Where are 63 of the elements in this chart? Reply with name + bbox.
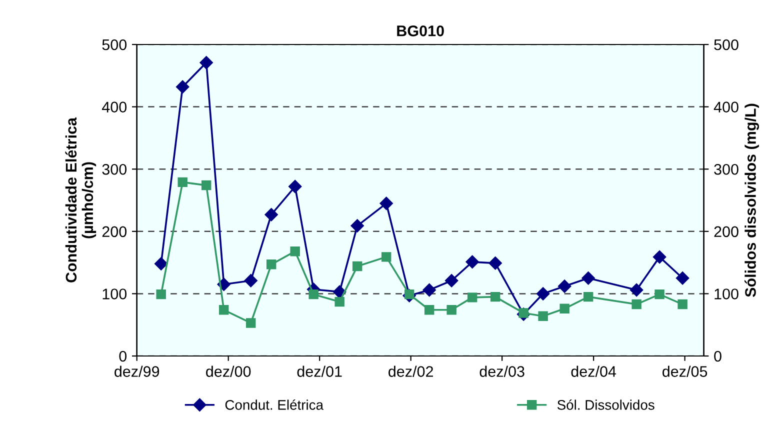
- y-tick-label: 100: [102, 288, 127, 300]
- point: [466, 255, 479, 269]
- point: [200, 56, 213, 70]
- point: [467, 292, 478, 302]
- point: [652, 250, 666, 264]
- point: [558, 280, 572, 293]
- y2-tick-label: 500: [714, 39, 738, 50]
- point: [246, 318, 256, 328]
- point: [422, 283, 436, 297]
- point: [444, 274, 458, 288]
- point: [654, 289, 664, 300]
- point: [632, 299, 642, 310]
- x-tick-label: dez/99: [114, 366, 160, 377]
- point: [630, 283, 644, 297]
- y2-tick-label: 400: [714, 102, 738, 112]
- point: [488, 256, 502, 270]
- x-tick-label: dez/03: [480, 366, 524, 377]
- point: [583, 292, 594, 302]
- point: [178, 177, 188, 188]
- y-tick-label: 300: [102, 164, 127, 175]
- chart-title: BG010: [397, 26, 444, 36]
- point: [490, 292, 500, 302]
- point: [536, 287, 550, 300]
- point: [582, 272, 595, 285]
- point: [308, 289, 318, 300]
- point: [288, 180, 302, 194]
- point: [352, 261, 362, 272]
- y-axis-title: Condutividade Elétrica (µmho/cm): [65, 117, 96, 282]
- point: [381, 252, 392, 262]
- x-tick-label: dez/05: [662, 366, 708, 377]
- y-tick-label: 500: [102, 39, 127, 50]
- point: [156, 289, 166, 300]
- x-tick-label: dez/04: [571, 366, 616, 377]
- point: [290, 246, 300, 256]
- y-tick-label: 200: [102, 226, 127, 238]
- y2-axis-title: Sólidos dissolvidos (mg/L): [744, 104, 760, 297]
- point: [678, 299, 688, 310]
- point: [201, 180, 212, 190]
- point: [266, 260, 276, 270]
- y-tick-label: 0: [119, 350, 127, 362]
- y2-tick-label: 200: [714, 226, 738, 238]
- legend-label: Condut. Elétrica: [225, 399, 324, 410]
- point: [334, 296, 344, 307]
- point: [446, 305, 456, 315]
- point: [538, 311, 548, 321]
- x-tick-label: dez/01: [297, 366, 342, 377]
- x-tick-label: dez/02: [388, 366, 433, 377]
- point: [218, 305, 229, 315]
- x-tick-label: dez/00: [206, 366, 251, 377]
- point: [176, 80, 190, 94]
- y2-tick-label: 0: [714, 350, 722, 362]
- y2-tick-label: 300: [714, 164, 738, 175]
- point: [380, 196, 393, 210]
- y2-tick-label: 100: [714, 288, 738, 300]
- point: [424, 305, 434, 315]
- point: [350, 219, 364, 232]
- point: [244, 274, 258, 288]
- point: [560, 304, 570, 314]
- legend-label: Sól. Dissolvidos: [557, 399, 654, 410]
- y-tick-label: 400: [102, 102, 127, 112]
- point: [264, 208, 278, 222]
- point: [154, 257, 168, 270]
- point: [676, 272, 690, 285]
